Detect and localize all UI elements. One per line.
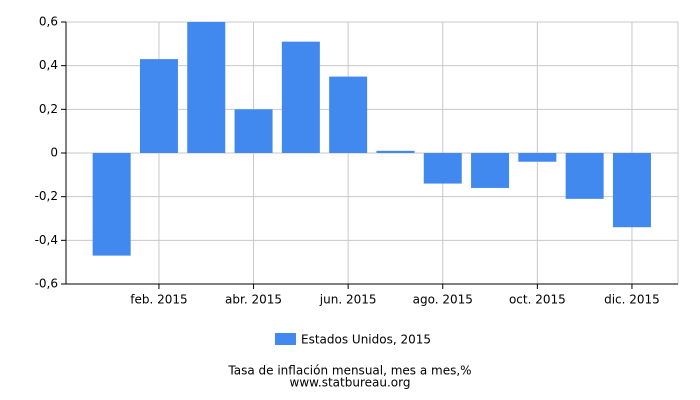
bar	[281, 41, 320, 153]
x-tick-label: abr. 2015	[225, 293, 282, 307]
y-tick-label: -0,6	[35, 277, 58, 291]
bar	[565, 153, 604, 199]
bar	[139, 59, 178, 153]
x-tick-label: jun. 2015	[319, 293, 377, 307]
y-tick-label: -0,4	[35, 233, 58, 247]
bar	[187, 22, 226, 153]
x-tick-label: dic. 2015	[604, 293, 660, 307]
chart-title: Tasa de inflación mensual, mes a mes,%	[227, 364, 471, 378]
y-tick-label: -0,2	[35, 189, 58, 203]
source: www.statbureau.org	[290, 376, 411, 390]
bar	[471, 153, 510, 188]
bar	[234, 109, 273, 153]
y-tick-label: 0	[50, 146, 58, 160]
legend-swatch	[275, 333, 296, 345]
legend-label: Estados Unidos, 2015	[301, 333, 431, 347]
bar	[92, 153, 131, 256]
y-tick-label: 0,2	[39, 102, 58, 116]
bar	[376, 150, 415, 153]
y-tick-label: 0,4	[39, 58, 58, 72]
bar	[518, 153, 557, 162]
x-tick-label: oct. 2015	[509, 293, 566, 307]
x-tick-label: feb. 2015	[130, 293, 187, 307]
bar	[329, 76, 368, 153]
bar	[423, 153, 462, 184]
y-tick-label: 0,6	[39, 15, 58, 29]
bar	[612, 153, 651, 228]
x-tick-label: ago. 2015	[413, 293, 473, 307]
